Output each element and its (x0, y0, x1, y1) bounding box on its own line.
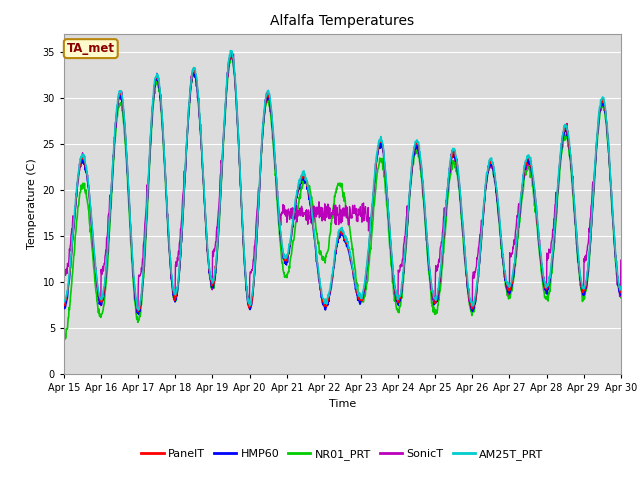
AM25T_PRT (247, 301, 255, 307)
Line: SonicT: SonicT (64, 54, 621, 312)
SonicT (617, 257, 625, 263)
AM25T_PRT (552, 214, 559, 220)
Text: TA_met: TA_met (67, 42, 115, 55)
NR01_PRT (429, 304, 437, 310)
AM25T_PRT (429, 294, 437, 300)
HMP60 (135, 312, 143, 317)
NR01_PRT (60, 336, 68, 342)
NR01_PRT (184, 115, 192, 120)
NR01_PRT (171, 298, 179, 303)
HMP60 (617, 292, 625, 298)
HMP60 (552, 219, 559, 225)
SonicT (552, 202, 559, 208)
NR01_PRT (247, 300, 255, 306)
Line: PanelT: PanelT (64, 53, 621, 312)
PanelT (184, 115, 192, 121)
HMP60 (502, 281, 510, 287)
NR01_PRT (502, 286, 510, 292)
AM25T_PRT (60, 298, 68, 304)
SonicT (134, 310, 141, 315)
PanelT (171, 298, 179, 303)
NR01_PRT (617, 295, 625, 300)
SonicT (228, 51, 236, 57)
SonicT (429, 297, 437, 303)
PanelT (134, 309, 141, 315)
AM25T_PRT (502, 279, 510, 285)
Y-axis label: Temperature (C): Temperature (C) (27, 158, 37, 250)
Line: HMP60: HMP60 (64, 56, 621, 314)
AM25T_PRT (171, 291, 179, 297)
Legend: PanelT, HMP60, NR01_PRT, SonicT, AM25T_PRT: PanelT, HMP60, NR01_PRT, SonicT, AM25T_P… (137, 444, 548, 464)
X-axis label: Time: Time (329, 399, 356, 409)
PanelT (228, 50, 236, 56)
Line: AM25T_PRT: AM25T_PRT (64, 50, 621, 310)
SonicT (60, 264, 68, 270)
AM25T_PRT (227, 48, 234, 53)
HMP60 (429, 299, 437, 305)
PanelT (247, 301, 255, 307)
PanelT (60, 303, 68, 309)
SonicT (247, 270, 255, 276)
HMP60 (60, 305, 68, 311)
AM25T_PRT (617, 285, 625, 291)
Line: NR01_PRT: NR01_PRT (64, 53, 621, 339)
HMP60 (247, 305, 255, 311)
SonicT (184, 119, 192, 125)
PanelT (617, 287, 625, 293)
HMP60 (227, 53, 235, 59)
HMP60 (171, 296, 179, 302)
PanelT (552, 216, 559, 221)
Title: Alfalfa Temperatures: Alfalfa Temperatures (270, 14, 415, 28)
PanelT (429, 295, 437, 301)
NR01_PRT (552, 225, 559, 231)
AM25T_PRT (184, 114, 192, 120)
AM25T_PRT (135, 307, 143, 313)
NR01_PRT (61, 336, 68, 342)
NR01_PRT (228, 50, 236, 56)
PanelT (502, 279, 510, 285)
SonicT (171, 297, 179, 302)
SonicT (502, 284, 510, 290)
HMP60 (184, 120, 192, 126)
